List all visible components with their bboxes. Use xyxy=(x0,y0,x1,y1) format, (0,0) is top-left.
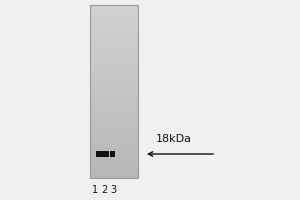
Bar xyxy=(90,5,138,178)
Text: 18kDa: 18kDa xyxy=(156,134,192,144)
Bar xyxy=(110,151,115,157)
Text: 1: 1 xyxy=(92,185,98,195)
Bar xyxy=(104,151,109,157)
Text: 2: 2 xyxy=(101,185,107,195)
Bar xyxy=(96,151,105,157)
Text: 3: 3 xyxy=(110,185,116,195)
